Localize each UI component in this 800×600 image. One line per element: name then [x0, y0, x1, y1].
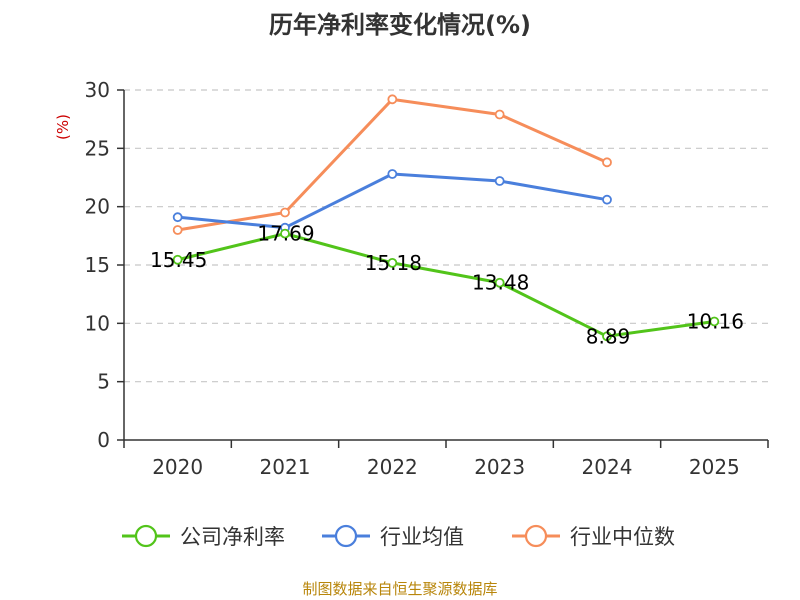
legend-item[interactable]: 公司净利率 [122, 524, 285, 549]
data-point[interactable] [602, 157, 612, 168]
data-point[interactable] [602, 194, 612, 205]
x-tick-label: 2024 [582, 455, 633, 479]
legend-label: 行业中位数 [570, 525, 675, 549]
y-tick-label: 30 [85, 78, 110, 102]
data-label: 15.18 [365, 251, 422, 275]
data-point[interactable] [387, 94, 398, 105]
data-point[interactable] [280, 207, 290, 218]
y-tick-label: 20 [85, 195, 110, 219]
y-tick-label: 15 [85, 253, 110, 277]
legend-label: 行业均值 [380, 525, 464, 549]
data-point[interactable] [280, 228, 290, 239]
data-point[interactable] [494, 176, 505, 186]
source-note: 制图数据来自恒生聚源数据库 [302, 580, 497, 598]
data-point[interactable] [494, 277, 505, 288]
x-tick-label: 2025 [689, 455, 740, 479]
x-tick-label: 2022 [367, 455, 418, 479]
y-tick-label: 25 [85, 136, 110, 160]
data-point[interactable] [387, 169, 398, 179]
legend-item[interactable]: 行业中位数 [512, 524, 675, 549]
gridlines [124, 89, 768, 383]
series-line [177, 232, 715, 338]
data-label: 10.16 [687, 309, 744, 333]
data-label: 15.45 [150, 248, 207, 272]
legend-label: 公司净利率 [180, 525, 285, 549]
data-point[interactable] [387, 257, 398, 268]
x-tick-label: 2020 [152, 455, 203, 479]
legend-marker-icon [134, 524, 158, 548]
data-point[interactable] [709, 316, 720, 327]
y-tick-label: 0 [97, 428, 110, 452]
series-group [172, 94, 720, 342]
data-point[interactable] [172, 225, 183, 235]
legend-item[interactable]: 行业均值 [322, 524, 464, 549]
legend[interactable]: 公司净利率 行业均值 行业中位数 [122, 524, 675, 549]
y-tick-label: 5 [97, 370, 110, 394]
data-label: 17.69 [257, 222, 314, 246]
x-tick-label: 2023 [474, 455, 525, 479]
data-point[interactable] [602, 331, 612, 342]
series-line [177, 97, 608, 232]
data-point[interactable] [494, 109, 505, 120]
legend-marker-icon [334, 524, 358, 548]
y-tick-label: 10 [85, 311, 110, 335]
x-tick-label: 2021 [260, 455, 311, 479]
data-point[interactable] [172, 254, 183, 265]
data-point[interactable] [172, 212, 183, 223]
y-axis-unit: (%) [54, 114, 72, 140]
data-label: 13.48 [472, 271, 529, 295]
legend-marker-icon [524, 524, 548, 548]
data-label: 8.89 [586, 324, 631, 348]
chart-title: 历年净利率变化情况(%) [269, 11, 531, 39]
data-labels: 15.45 17.69 15.18 13.48 8.89 10.16 [150, 222, 744, 349]
